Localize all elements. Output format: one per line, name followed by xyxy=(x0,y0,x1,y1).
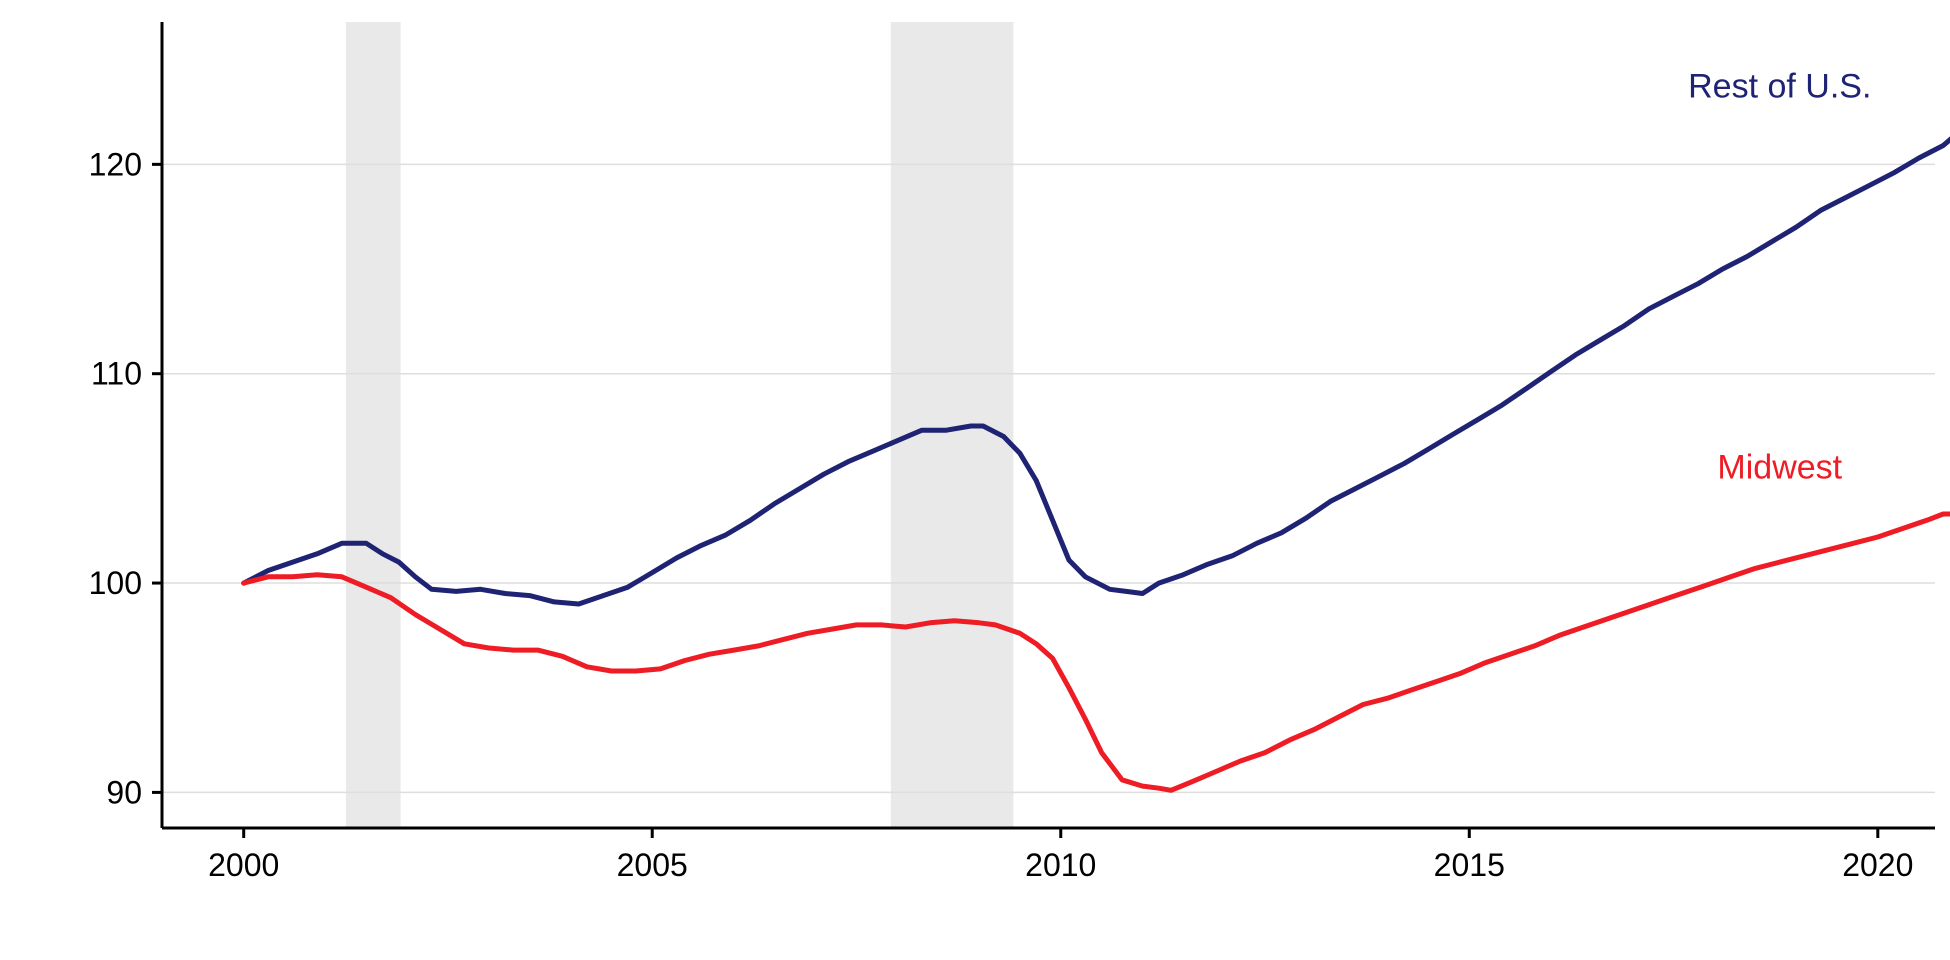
series-label-rest-of-u-s: Rest of U.S. xyxy=(1688,67,1871,105)
series-line-midwest xyxy=(241,511,1950,793)
axes xyxy=(160,22,1935,830)
y-tick-label-100: 100 xyxy=(89,565,142,601)
series-line-rest-of-u-s xyxy=(241,136,1950,607)
x-tick-label-2015: 2015 xyxy=(1434,847,1505,883)
recession-band-1 xyxy=(345,22,401,828)
series-labels: Rest of U.S. Midwest xyxy=(1688,67,1871,486)
series-label-midwest: Midwest xyxy=(1717,448,1842,486)
y-tick-label-120: 120 xyxy=(89,146,142,182)
x-tick-label-2005: 2005 xyxy=(617,847,688,883)
y-gridlines xyxy=(162,163,1935,794)
series-lines xyxy=(241,136,1950,793)
axis-ticks: 90 100 110 120 2000 2005 2010 2015 2020 xyxy=(89,146,1914,883)
recession-band-2 xyxy=(890,22,1014,828)
x-tick-label-2020: 2020 xyxy=(1842,847,1913,883)
recession-shading xyxy=(345,22,1014,828)
x-tick-label-2010: 2010 xyxy=(1025,847,1096,883)
y-tick-label-90: 90 xyxy=(106,774,142,810)
y-tick-label-110: 110 xyxy=(91,356,142,392)
x-tick-label-2000: 2000 xyxy=(208,847,279,883)
